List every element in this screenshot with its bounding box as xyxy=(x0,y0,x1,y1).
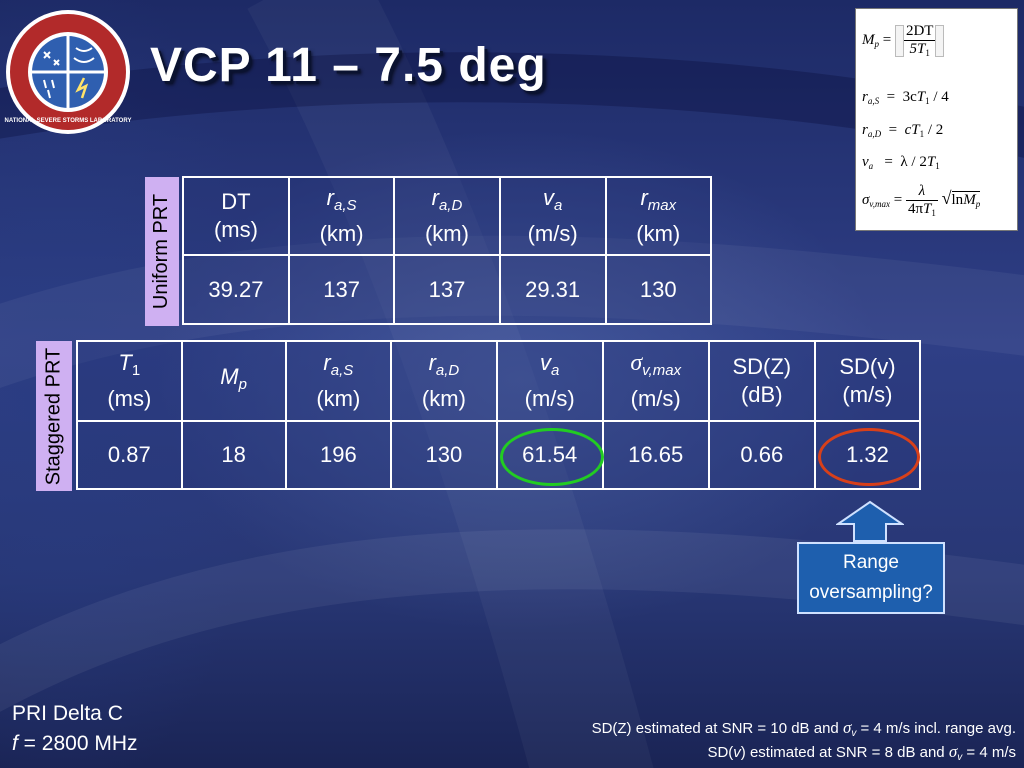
logo-ring-text: NATIONAL SEVERE STORMS LABORATORY xyxy=(5,118,132,124)
pri-label: PRI Delta C xyxy=(12,702,123,725)
staggered-header-mp: Mp xyxy=(180,340,287,422)
staggered-header-t1: T1 (ms) xyxy=(76,340,183,422)
uniform-value-row: 39.27 137 137 29.31 130 xyxy=(182,254,713,325)
callout-line2: oversampling? xyxy=(809,582,933,603)
staggered-header-sdv: SD(v) (m/s) xyxy=(813,340,922,422)
uniform-value-rad: 137 xyxy=(393,254,501,325)
staggered-header-row: T1 (ms) Mp ra,S (km) ra,D (km) va (m/s) σv,m… xyxy=(76,340,922,422)
staggered-value-rad: 130 xyxy=(390,420,498,490)
highlight-ring-sdv xyxy=(818,428,920,486)
formula-mp: Mp = 2DT 5T1 xyxy=(862,23,945,58)
uniform-value-rmax: 130 xyxy=(604,254,713,325)
uniform-value-ras: 137 xyxy=(287,254,396,325)
staggered-value-svmax: 16.65 xyxy=(601,420,710,490)
staggered-header-svmax: σv,max (m/s) xyxy=(601,340,710,422)
sdz-note: SD(Z) estimated at SNR = 10 dB and σv = … xyxy=(591,718,1016,739)
formula-va: va = λ / 2T1 xyxy=(862,154,940,171)
staggered-prt-table: T1 (ms) Mp ra,S (km) ra,D (km) va (m/s) σv,m… xyxy=(76,340,922,490)
page-title: VCP 11 – 7.5 deg xyxy=(150,39,547,92)
formula-sv: σv,max = λ 4πT1 √lnMp xyxy=(862,183,981,218)
up-arrow-icon xyxy=(836,500,904,542)
uniform-header-dt: DT (ms) xyxy=(182,176,290,256)
sdv-note: SD(v) estimated at SNR = 8 dB and σv = 4… xyxy=(707,742,1016,763)
callout-line1: Range xyxy=(843,552,899,573)
uniform-prt-table: DT (ms) ra,S (km) ra,D (km) va (m/s) rmax (km… xyxy=(182,176,713,325)
highlight-ring-va xyxy=(500,428,604,486)
staggered-value-t1: 0.87 xyxy=(76,420,183,490)
uniform-value-va: 29.31 xyxy=(498,254,607,325)
staggered-value-ras: 196 xyxy=(284,420,393,490)
formula-ras: ra,S = 3cT1 / 4 xyxy=(862,89,949,106)
formula-rad: ra,D = cT1 / 2 xyxy=(862,122,944,139)
staggered-value-row: 0.87 18 196 130 61.54 16.65 0.66 1.32 xyxy=(76,420,922,490)
frequency-label: f = 2800 MHz xyxy=(12,732,138,755)
range-oversampling-callout: Range oversampling? xyxy=(797,542,945,614)
uniform-prt-label: Uniform PRT xyxy=(145,177,179,326)
staggered-header-va: va (m/s) xyxy=(495,340,604,422)
uniform-header-row: DT (ms) ra,S (km) ra,D (km) va (m/s) rmax (km… xyxy=(182,176,713,256)
formula-box: Mp = 2DT 5T1 ra,S = 3cT1 / 4 ra,D = cT1 /… xyxy=(855,8,1018,231)
uniform-header-rad: ra,D (km) xyxy=(393,176,501,256)
staggered-value-mp: 18 xyxy=(180,420,287,490)
uniform-header-ras: ra,S (km) xyxy=(287,176,396,256)
staggered-value-sdz: 0.66 xyxy=(707,420,816,490)
staggered-header-sdz: SD(Z) (dB) xyxy=(707,340,816,422)
uniform-value-dt: 39.27 xyxy=(182,254,290,325)
uniform-header-va: va (m/s) xyxy=(498,176,607,256)
nssl-logo: NATIONAL SEVERE STORMS LABORATORY xyxy=(5,10,132,134)
staggered-prt-label: Staggered PRT xyxy=(36,341,72,491)
uniform-header-rmax: rmax (km) xyxy=(604,176,713,256)
staggered-header-rad: ra,D (km) xyxy=(390,340,498,422)
staggered-header-ras: ra,S (km) xyxy=(284,340,393,422)
